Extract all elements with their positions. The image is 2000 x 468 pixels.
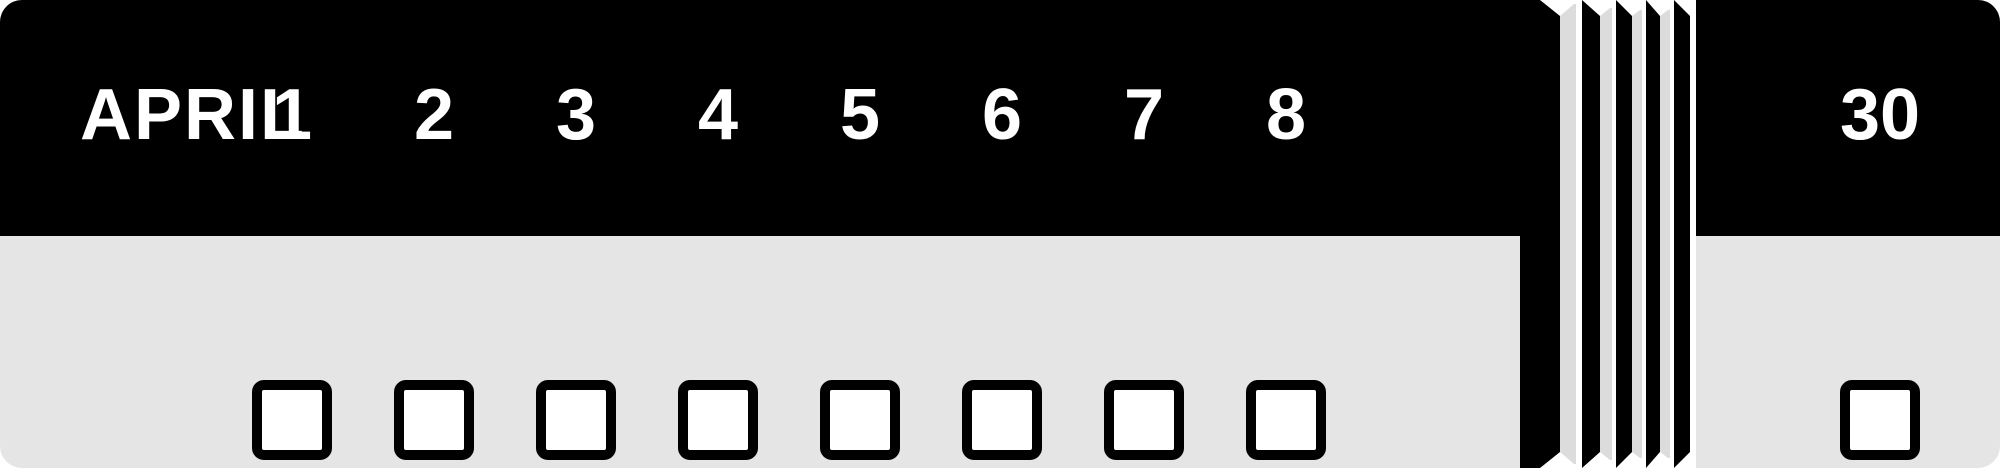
month-label: APRIL [80, 75, 306, 155]
day-checkbox-4[interactable] [678, 380, 758, 460]
day-label-2: 2 [413, 75, 455, 155]
day-label-6: 6 [981, 75, 1023, 155]
day-label-4: 4 [697, 75, 739, 155]
day-label-1: 1 [271, 75, 313, 155]
day-checkbox-3[interactable] [536, 380, 616, 460]
calendar-panel-main: APRIL 1 2 3 4 5 6 7 8 [0, 0, 1560, 468]
day-label-3: 3 [555, 75, 597, 155]
day-checkbox-8[interactable] [1246, 380, 1326, 460]
day-label-30: 30 [1839, 75, 1921, 155]
day-checkbox-2[interactable] [394, 380, 474, 460]
day-checkbox-7[interactable] [1104, 380, 1184, 460]
calendar-header-last: 30 [1696, 0, 2000, 236]
day-label-8: 8 [1265, 75, 1307, 155]
calendar-header: APRIL 1 2 3 4 5 6 7 8 [0, 0, 1560, 236]
day-checkbox-30[interactable] [1840, 380, 1920, 460]
day-label-7: 7 [1123, 75, 1165, 155]
day-checkbox-1[interactable] [252, 380, 332, 460]
day-checkbox-6[interactable] [962, 380, 1042, 460]
calendar-panel-last: 30 [1696, 0, 2000, 468]
day-label-5: 5 [839, 75, 881, 155]
folded-days-divider [1520, 0, 1710, 468]
day-checkbox-5[interactable] [820, 380, 900, 460]
